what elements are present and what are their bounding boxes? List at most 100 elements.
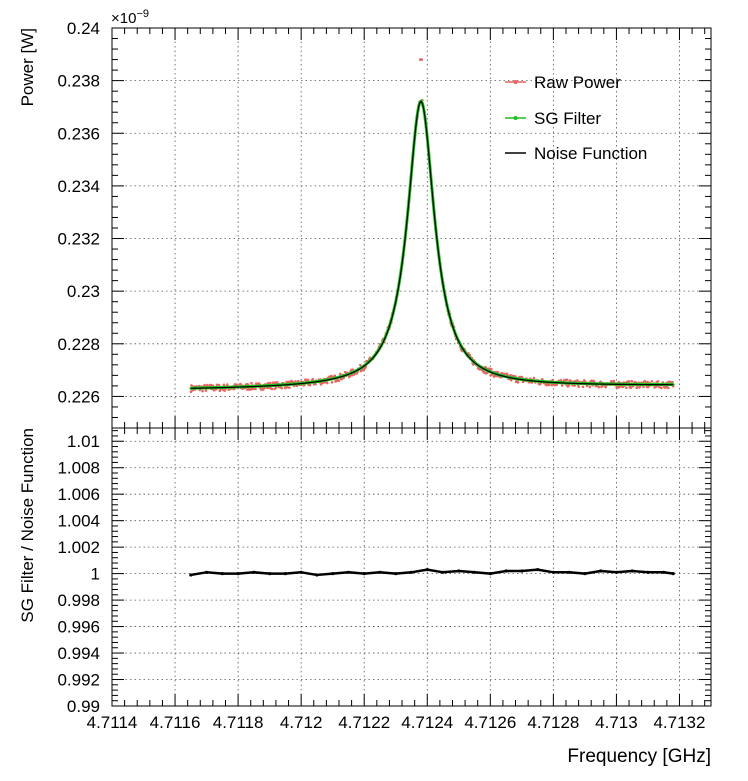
raw-power-point xyxy=(627,380,631,383)
ratio-point xyxy=(394,572,398,576)
noise-function-line xyxy=(190,100,674,389)
raw-power-point xyxy=(268,381,272,385)
top-ytick-label-6: 0.238 xyxy=(57,72,100,91)
top-ytick-labels: 0.226 0.228 0.23 0.232 0.234 0.236 0.238 0.24 xyxy=(57,19,100,406)
xtick-label-5: 4.7124 xyxy=(401,713,453,732)
ratio-point xyxy=(567,570,571,574)
raw-power-point xyxy=(266,381,270,385)
ratio-point xyxy=(520,569,524,573)
raw-power-point xyxy=(288,386,291,390)
ratio-point xyxy=(220,572,224,576)
top-y-axis-label: Power [W] xyxy=(18,28,37,106)
raw-power-point xyxy=(333,374,337,378)
raw-power-point xyxy=(663,386,667,389)
raw-power-point xyxy=(560,384,564,387)
ratio-point xyxy=(331,572,335,576)
xtick-label-0: 4.7114 xyxy=(87,713,138,732)
xtick-label-1: 4.7116 xyxy=(150,713,201,732)
raw-power-point xyxy=(294,380,297,383)
legend-marker-raw-power xyxy=(513,80,518,84)
raw-power-point xyxy=(254,387,257,391)
top-grid xyxy=(112,28,711,428)
ratio-point xyxy=(315,573,319,577)
bottom-ytick-label-6: 1.002 xyxy=(57,538,100,557)
raw-power-point xyxy=(532,376,536,380)
raw-power-point xyxy=(226,383,229,386)
raw-power-point xyxy=(222,383,226,387)
bottom-ytick-label-5: 1 xyxy=(91,565,100,584)
legend-entry-noise-function: Noise Function xyxy=(505,144,647,163)
legend-entry-raw-power: Raw Power xyxy=(505,73,621,92)
raw-power-point xyxy=(285,385,289,389)
ratio-point xyxy=(551,570,555,574)
raw-power-point xyxy=(339,372,342,376)
raw-power-point xyxy=(658,385,661,389)
raw-power-point xyxy=(650,380,654,383)
raw-power-point xyxy=(325,381,329,385)
bottom-ytick-label-8: 1.006 xyxy=(57,485,100,504)
bottom-ytick-label-3: 0.996 xyxy=(57,618,100,637)
xtick-label-2: 4.7118 xyxy=(213,713,264,732)
ratio-point xyxy=(268,572,272,576)
raw-power-point xyxy=(189,390,193,394)
bottom-ytick-label-10: 1.01 xyxy=(67,432,100,451)
xtick-label-8: 4.713 xyxy=(595,713,638,732)
ratio-point xyxy=(488,572,492,576)
raw-power-point xyxy=(667,386,670,390)
top-ytick-label-4: 0.234 xyxy=(57,177,100,196)
ratio-point xyxy=(536,568,540,572)
bottom-ytick-label-0: 0.99 xyxy=(67,697,100,716)
xtick-label-9: 4.7132 xyxy=(653,713,705,732)
ratio-point xyxy=(409,570,414,574)
raw-power-point xyxy=(509,378,513,382)
raw-power-point xyxy=(280,386,284,390)
raw-power-point xyxy=(604,385,607,389)
raw-power-point xyxy=(308,383,312,387)
bottom-ticks xyxy=(111,428,711,707)
bottom-series xyxy=(189,568,675,577)
raw-power-point xyxy=(516,381,520,384)
legend: Raw Power SG Filter Noise Function xyxy=(505,73,647,163)
bottom-grid xyxy=(112,428,711,706)
ratio-point xyxy=(457,569,461,573)
top-ytick-label-1: 0.228 xyxy=(57,335,100,354)
legend-marker-sg-filter xyxy=(513,116,518,120)
raw-power-point xyxy=(643,379,647,383)
raw-power-point xyxy=(472,363,475,366)
ratio-point xyxy=(646,570,650,574)
raw-power-point xyxy=(275,380,279,384)
ratio-point xyxy=(189,573,193,577)
ratio-point xyxy=(614,570,619,574)
raw-power-point xyxy=(505,372,509,376)
ratio-point xyxy=(425,568,429,572)
legend-label-raw-power: Raw Power xyxy=(534,73,621,92)
raw-power-point xyxy=(274,386,278,389)
bottom-ytick-labels: 0.99 0.992 0.994 0.996 0.998 1 1.002 1.004 1.006… xyxy=(57,432,100,716)
raw-power-point xyxy=(642,385,645,389)
ratio-point xyxy=(346,570,351,574)
bottom-plot-frame xyxy=(111,427,712,707)
raw-power-point xyxy=(359,369,363,373)
y-multiplier: ×10−9 xyxy=(111,8,149,27)
top-ticks xyxy=(111,27,711,429)
raw-power-point xyxy=(547,383,551,387)
bottom-ytick-label-2: 0.994 xyxy=(57,644,100,663)
raw-power-point xyxy=(636,385,639,389)
bottom-ytick-label-4: 0.998 xyxy=(57,591,100,610)
raw-power-point xyxy=(319,383,323,386)
raw-power-point xyxy=(311,377,315,381)
ratio-point xyxy=(283,572,287,576)
top-ytick-label-3: 0.232 xyxy=(57,230,100,249)
raw-power-point xyxy=(588,385,592,389)
ratio-point xyxy=(299,570,303,574)
ratio-point xyxy=(662,570,666,574)
bottom-ytick-label-7: 1.004 xyxy=(57,512,100,531)
ratio-point xyxy=(671,572,675,576)
top-ytick-label-0: 0.226 xyxy=(57,387,100,406)
ratio-point xyxy=(204,570,209,574)
raw-power-point xyxy=(420,58,423,61)
raw-power-point xyxy=(337,379,341,383)
raw-power-point xyxy=(270,387,274,391)
